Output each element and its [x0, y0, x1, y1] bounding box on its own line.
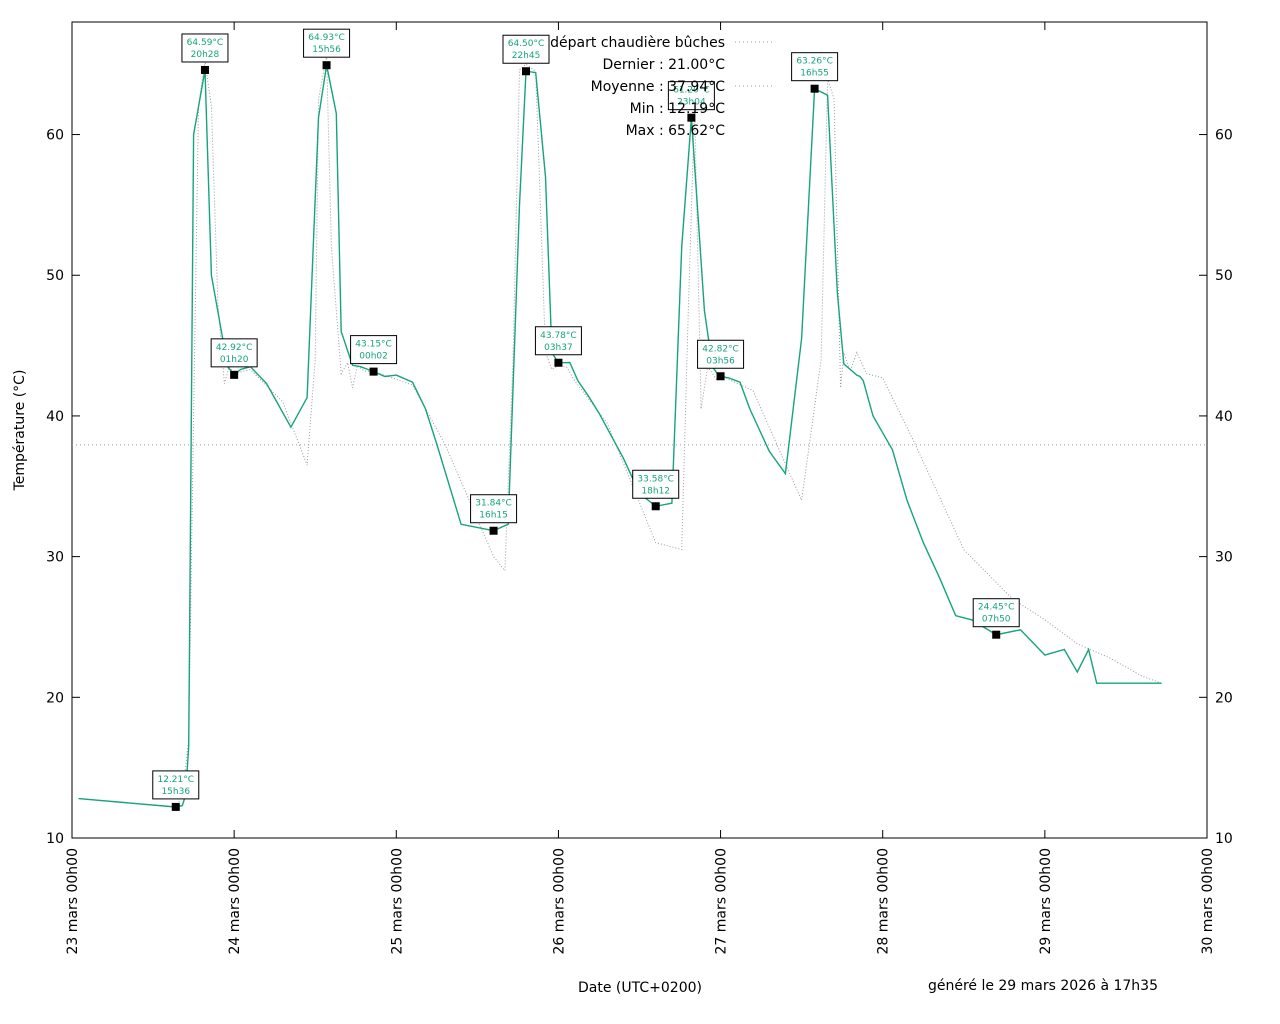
extremum-marker	[369, 367, 378, 376]
annotation-box	[534, 326, 582, 356]
annotation-box	[697, 339, 745, 369]
x-tick-label-0: 23 mars 00h00	[65, 848, 81, 954]
annotation-7: 43.78°C 03h37	[534, 326, 582, 367]
extremum-marker	[200, 65, 209, 74]
series-raw-line	[175, 55, 1162, 808]
annotation-box	[470, 494, 518, 524]
annotation-6: 64.50°C 22h45	[502, 34, 550, 76]
extremum-marker	[651, 502, 660, 511]
annotation-3: 64.93°C 15h56	[303, 28, 351, 70]
annotation-box	[181, 33, 229, 63]
extremum-marker	[489, 526, 498, 535]
annotation-1: 64.59°C 20h28	[181, 33, 229, 74]
extremum-marker	[687, 113, 696, 122]
x-tick-label-5: 28 mars 00h00	[876, 848, 892, 954]
x-axis-title: Date (UTC+0200)	[578, 980, 702, 996]
extremum-marker	[810, 84, 819, 93]
legend-series-name: départ chaudière bûches	[550, 35, 725, 51]
y-tick-label-left-0: 10	[46, 831, 64, 847]
annotation-time: 18h12	[641, 486, 670, 496]
annotation-time: 20h28	[191, 50, 220, 60]
annotation-4: 43.15°C 00h02	[350, 335, 398, 376]
y-tick-label-left-3: 40	[46, 409, 64, 425]
x-tick-label-6: 29 mars 00h00	[1038, 848, 1054, 954]
annotation-12: 24.45°C 07h50	[972, 598, 1020, 639]
annotation-value: 64.50°C	[508, 39, 545, 49]
annotation-time: 07h50	[982, 615, 1011, 625]
legend-max: Max : 65.62°C	[626, 123, 726, 139]
annotation-value: 64.59°C	[187, 38, 224, 48]
annotation-box	[152, 770, 200, 800]
extremum-marker	[230, 370, 239, 379]
x-tick-label-3: 26 mars 00h00	[551, 848, 567, 954]
y-tick-label-right-1: 20	[1215, 690, 1233, 706]
annotation-value: 33.58°C	[637, 474, 674, 484]
y-tick-label-left-2: 30	[46, 550, 64, 566]
annotation-time: 15h56	[312, 45, 341, 55]
y-tick-label-right-2: 30	[1215, 550, 1233, 566]
annotation-time: 23h04	[677, 98, 706, 108]
annotation-8: 33.58°C 18h12	[632, 469, 680, 511]
x-tick-label-1: 24 mars 00h00	[227, 848, 243, 954]
annotation-box	[632, 469, 680, 499]
y-tick-label-right-3: 40	[1215, 409, 1233, 425]
y-axis-title: Température (°C)	[12, 370, 28, 492]
series-smoothed-line	[78, 65, 1162, 808]
annotation-value: 31.84°C	[475, 499, 512, 509]
extremum-marker	[171, 802, 180, 811]
annotation-box	[972, 598, 1020, 628]
x-tick-label-2: 25 mars 00h00	[389, 848, 405, 954]
extremum-marker	[716, 372, 725, 381]
annotation-time: 22h45	[512, 51, 541, 61]
legend-min: Min : 12.19°C	[630, 101, 726, 117]
extremum-marker	[992, 630, 1001, 639]
legend-moyenne: Moyenne : 37.94°C	[591, 79, 726, 95]
annotation-0: 12.21°C 15h36	[152, 770, 200, 811]
annotation-value: 43.78°C	[540, 331, 577, 341]
annotation-time: 16h15	[479, 511, 508, 521]
generated-footer: généré le 29 mars 2026 à 17h35	[928, 978, 1158, 994]
annotation-2: 42.92°C 01h20	[210, 338, 258, 379]
extremum-marker	[554, 358, 563, 367]
y-tick-label-right-4: 50	[1215, 268, 1233, 284]
annotation-time: 15h36	[161, 787, 190, 797]
plot-frame	[71, 21, 1208, 839]
annotation-value: 24.45°C	[978, 603, 1015, 613]
annotation-9: 61.20°C 23h04	[667, 81, 715, 122]
annotation-box	[791, 52, 839, 82]
y-tick-label-left-1: 20	[46, 690, 64, 706]
extremum-marker	[322, 61, 331, 70]
legend-dernier: Dernier : 21.00°C	[602, 57, 725, 73]
annotation-box	[210, 338, 258, 368]
annotation-value: 63.26°C	[796, 57, 833, 67]
y-tick-label-left-5: 60	[46, 128, 64, 144]
y-tick-label-right-0: 10	[1215, 831, 1233, 847]
y-tick-label-left-4: 50	[46, 268, 64, 284]
annotation-box	[667, 81, 715, 111]
annotation-value: 42.92°C	[216, 343, 253, 353]
annotation-box	[303, 28, 351, 58]
annotation-value: 64.93°C	[308, 33, 345, 43]
annotation-10: 42.82°C 03h56	[697, 339, 745, 381]
y-tick-label-right-5: 60	[1215, 128, 1233, 144]
x-tick-label-7: 30 mars 00h00	[1200, 848, 1216, 954]
annotation-value: 43.15°C	[355, 340, 392, 350]
extremum-marker	[522, 67, 530, 76]
x-tick-label-4: 27 mars 00h00	[714, 848, 730, 954]
annotation-11: 63.26°C 16h55	[791, 52, 839, 93]
annotation-value: 42.82°C	[702, 344, 739, 354]
annotation-time: 00h02	[359, 352, 388, 362]
annotation-time: 16h55	[800, 69, 829, 79]
annotation-5: 31.84°C 16h15	[470, 494, 518, 535]
annotation-time: 01h20	[220, 355, 249, 365]
annotation-value: 61.20°C	[673, 86, 710, 96]
annotation-box	[350, 335, 398, 365]
annotation-time: 03h56	[706, 356, 735, 366]
annotation-time: 03h37	[544, 343, 573, 353]
annotation-value: 12.21°C	[157, 775, 194, 785]
annotation-box	[502, 34, 550, 64]
